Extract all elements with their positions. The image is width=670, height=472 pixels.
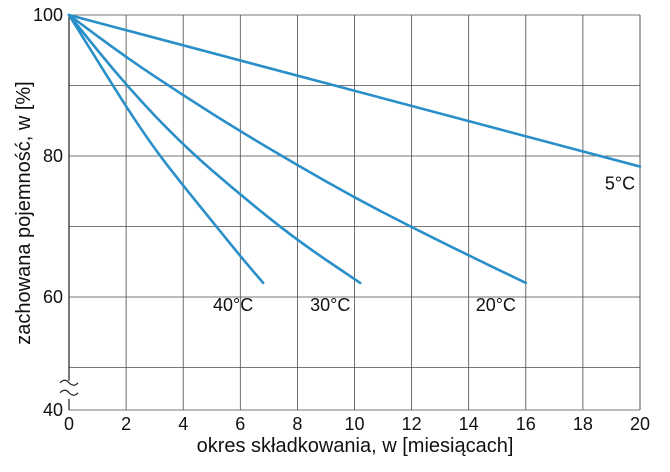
x-tick-label-0: 0 [64, 414, 74, 434]
x-tick-label-8: 8 [292, 414, 302, 434]
x-tick-label-10: 10 [344, 414, 364, 434]
series-line-2 [67, 13, 362, 285]
x-tick-label-12: 12 [402, 414, 422, 434]
tick-labels: 0 2 4 6 8 10 12 14 16 18 20 40 60 80 100 [33, 5, 650, 434]
x-tick-label-18: 18 [573, 414, 593, 434]
y-tick-label-100: 100 [33, 5, 63, 25]
x-tick-label-4: 4 [178, 414, 188, 434]
y-axis-title: zachowana pojemność, w [%] [13, 81, 35, 344]
series-lines [67, 13, 642, 285]
series-label-0: 5°C [605, 174, 635, 194]
y-tick-label-80: 80 [43, 146, 63, 166]
y-tick-label-40: 40 [43, 400, 63, 420]
grid [69, 14, 641, 411]
x-axis-title: okres składkowania, w [miesiącach] [197, 435, 514, 457]
series-labels: 5°C 20°C 30°C 40°C [213, 174, 635, 315]
y-axis-break-mark-2 [59, 389, 79, 396]
series-line-1 [67, 13, 528, 285]
axes [59, 15, 79, 410]
y-tick-label-60: 60 [43, 287, 63, 307]
x-tick-label-14: 14 [459, 414, 479, 434]
x-tick-label-6: 6 [235, 414, 245, 434]
series-label-3: 40°C [213, 295, 253, 315]
x-tick-label-16: 16 [516, 414, 536, 434]
y-axis-break-mark-1 [59, 379, 79, 386]
x-tick-label-20: 20 [630, 414, 650, 434]
x-tick-label-2: 2 [121, 414, 131, 434]
series-label-2: 30°C [310, 295, 350, 315]
series-line-3 [67, 13, 265, 285]
series-line-0 [67, 13, 642, 168]
series-label-1: 20°C [476, 295, 516, 315]
